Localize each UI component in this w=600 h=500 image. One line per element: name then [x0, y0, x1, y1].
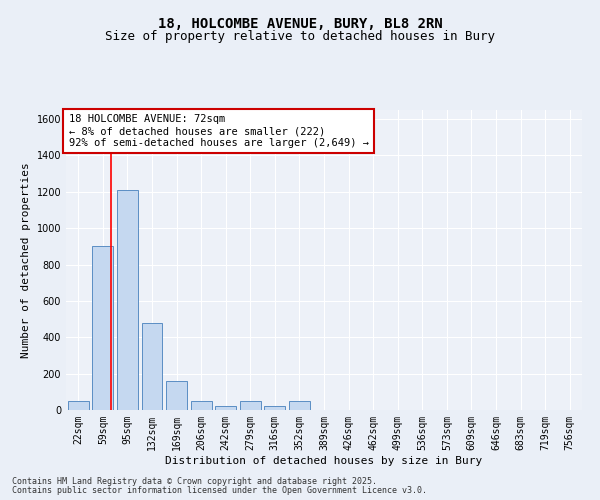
X-axis label: Distribution of detached houses by size in Bury: Distribution of detached houses by size … [166, 456, 482, 466]
Bar [191, 401, 212, 410]
Bar [68, 401, 89, 410]
Bar [215, 406, 236, 410]
Bar [166, 381, 187, 410]
Bar [117, 190, 138, 410]
Text: Contains public sector information licensed under the Open Government Licence v3: Contains public sector information licen… [12, 486, 427, 495]
Bar [142, 322, 163, 410]
Bar [289, 401, 310, 410]
Text: 18 HOLCOMBE AVENUE: 72sqm
← 8% of detached houses are smaller (222)
92% of semi-: 18 HOLCOMBE AVENUE: 72sqm ← 8% of detach… [68, 114, 368, 148]
Text: Contains HM Land Registry data © Crown copyright and database right 2025.: Contains HM Land Registry data © Crown c… [12, 477, 377, 486]
Bar [265, 406, 286, 410]
Bar [92, 246, 113, 410]
Text: Size of property relative to detached houses in Bury: Size of property relative to detached ho… [105, 30, 495, 43]
Y-axis label: Number of detached properties: Number of detached properties [21, 162, 31, 358]
Bar [240, 401, 261, 410]
Text: 18, HOLCOMBE AVENUE, BURY, BL8 2RN: 18, HOLCOMBE AVENUE, BURY, BL8 2RN [158, 18, 442, 32]
